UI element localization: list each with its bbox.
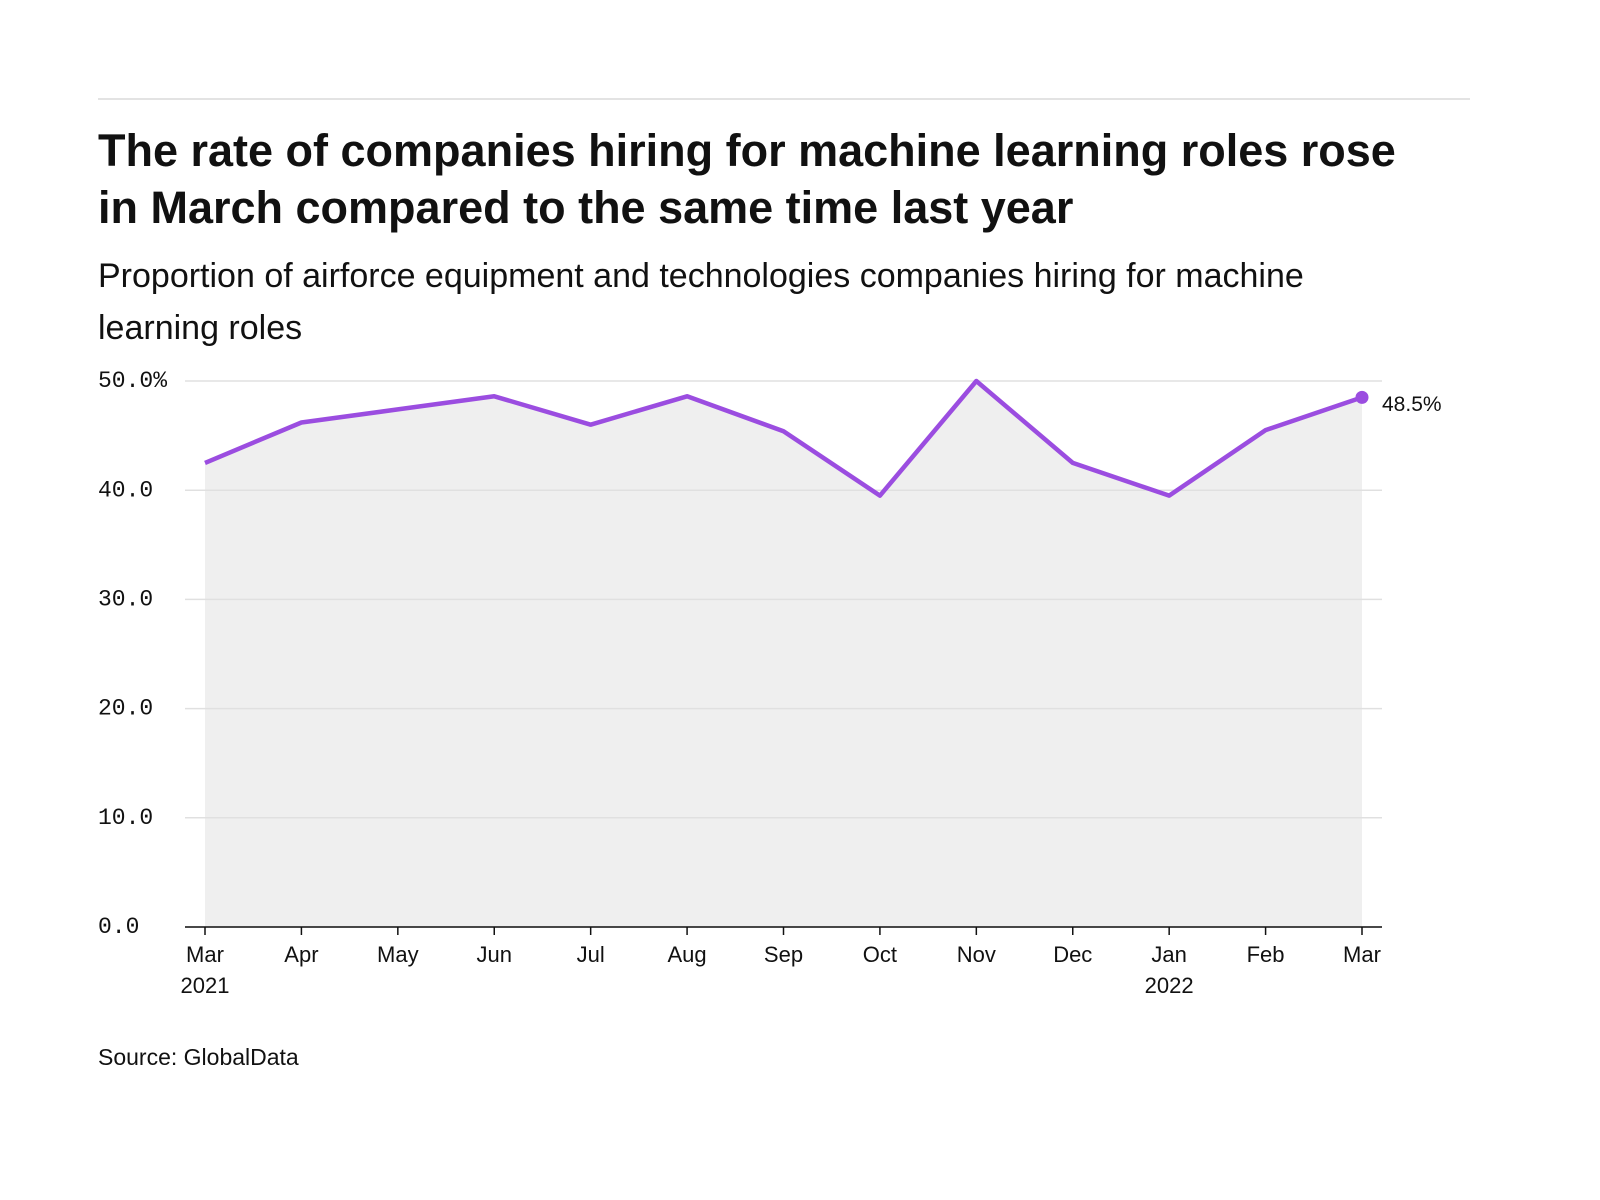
value-label: 48.5% bbox=[1382, 393, 1442, 416]
x-tick-label: Mar bbox=[1343, 942, 1381, 967]
y-tick-label: 50.0% bbox=[98, 368, 167, 394]
chart-subtitle: Proportion of airforce equipment and tec… bbox=[98, 257, 1304, 347]
x-tick-label: Mar 2021 bbox=[180, 942, 230, 998]
y-tick-label: 30.0 bbox=[98, 586, 153, 612]
x-tick-label: Oct bbox=[862, 942, 898, 967]
x-tick-label: Feb bbox=[1246, 942, 1285, 967]
x-tick-label: May bbox=[377, 942, 419, 967]
line bbox=[204, 378, 1363, 498]
x-tick-label: Sep bbox=[763, 942, 804, 967]
source: Source: GlobalData bbox=[98, 1044, 299, 1070]
x-tick-label: Jun bbox=[476, 942, 512, 967]
point bbox=[1355, 390, 1369, 404]
x-tick-label: Nov bbox=[956, 942, 996, 967]
y-tick-label: 0.0 bbox=[98, 914, 139, 940]
y-tick-label: 20.0 bbox=[98, 696, 153, 722]
chart-title: The rate of companies hiring for machine… bbox=[98, 125, 1396, 233]
x-tick-label: Apr bbox=[284, 942, 319, 967]
y-tick-label: 10.0 bbox=[98, 805, 153, 831]
x-tick-label: Aug bbox=[667, 942, 707, 967]
x-tick-label: Dec bbox=[1053, 942, 1093, 967]
divider bbox=[98, 98, 1470, 100]
area bbox=[205, 381, 1362, 927]
y-tick-label: 40.0 bbox=[98, 477, 153, 503]
x-tick-label: Jan 2022 bbox=[1144, 942, 1194, 998]
x-tick-label: Jul bbox=[576, 942, 605, 967]
